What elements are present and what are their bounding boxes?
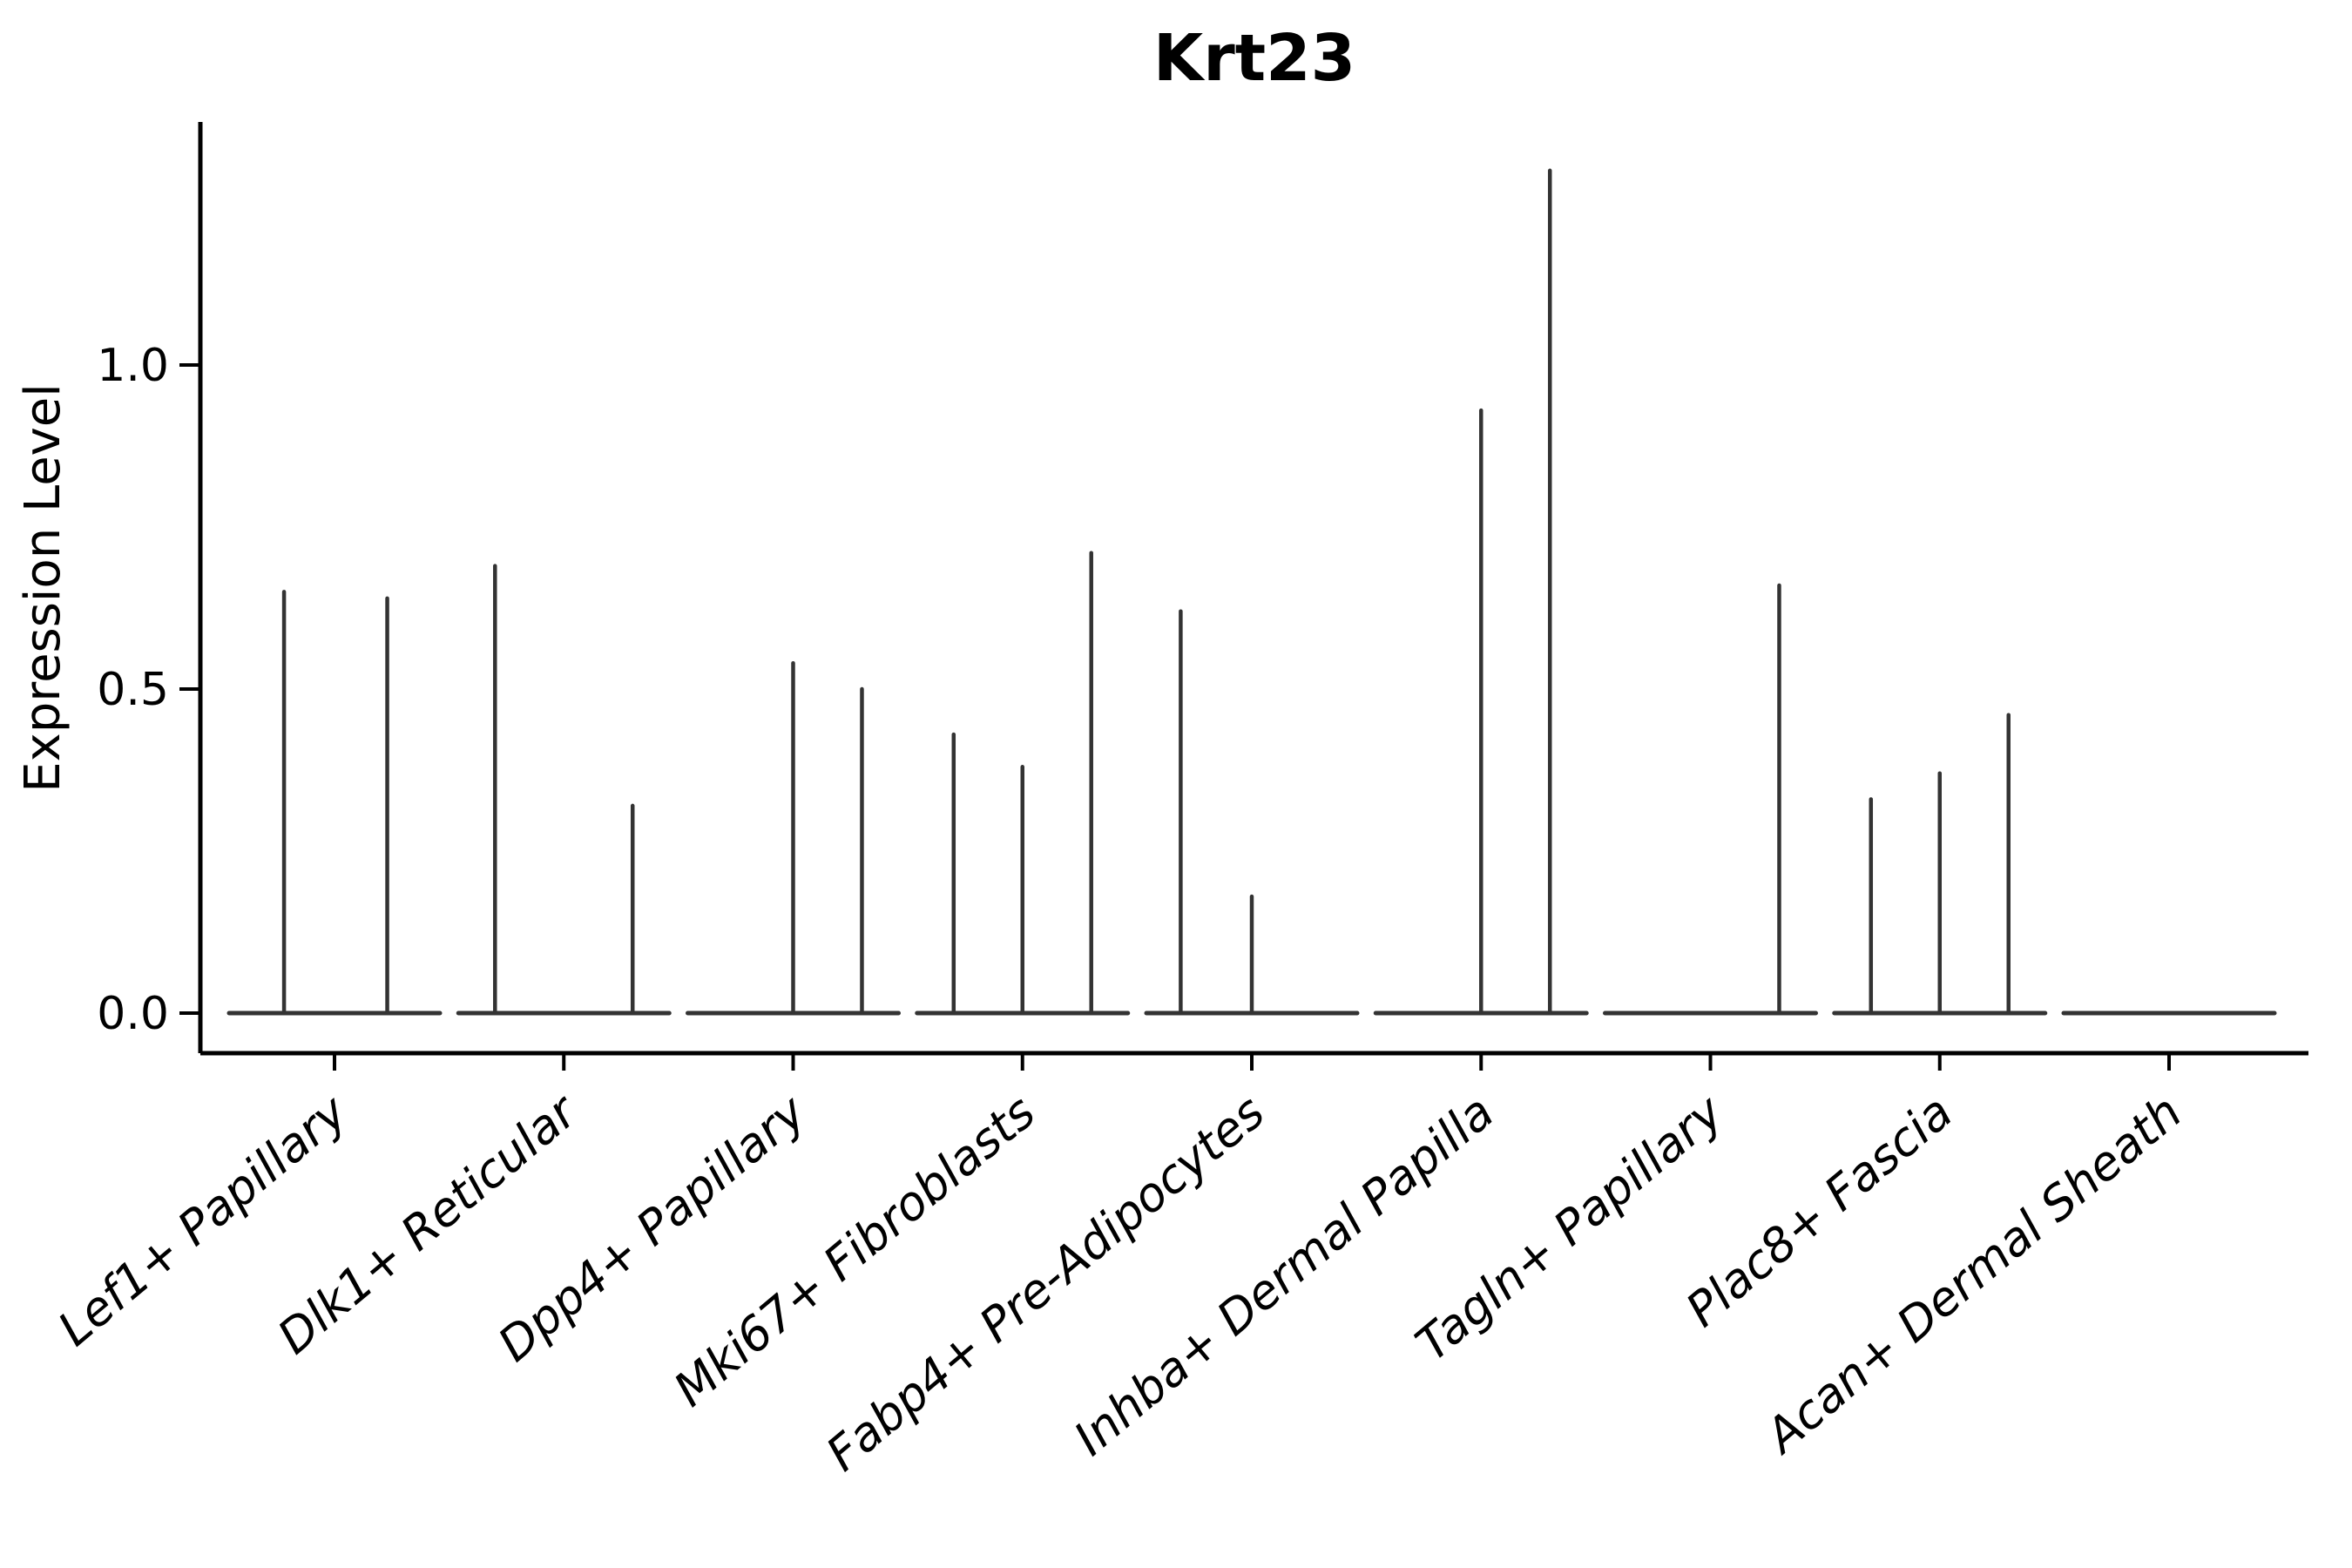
violin-group — [1603, 583, 1818, 1016]
violin-group — [226, 590, 443, 1016]
violin-group — [1832, 713, 2048, 1016]
plot-title: Krt23 — [1153, 21, 1355, 96]
x-category-label: Inhba+ Dermal Papilla — [1064, 1085, 1504, 1466]
y-axis-ticks: 0.0 0.5 1.0 — [97, 340, 200, 1040]
violin-group — [456, 564, 672, 1016]
x-category-label: Fabp4+ Pre-Adipocytes — [816, 1085, 1275, 1482]
axes-spines — [198, 122, 2308, 1056]
y-tick-label: 0.0 — [97, 988, 169, 1040]
violin-group — [1373, 168, 1589, 1016]
y-tick-label: 0.5 — [97, 664, 169, 716]
x-category-label: Acan+ Dermal Sheath — [1754, 1085, 2193, 1465]
violin-group — [915, 551, 1131, 1016]
y-tick-label: 1.0 — [97, 340, 169, 392]
y-axis-label: Expression Level — [15, 383, 71, 793]
violin-group — [1144, 609, 1360, 1016]
violin-series — [226, 168, 2277, 1016]
violin-group — [686, 660, 901, 1016]
